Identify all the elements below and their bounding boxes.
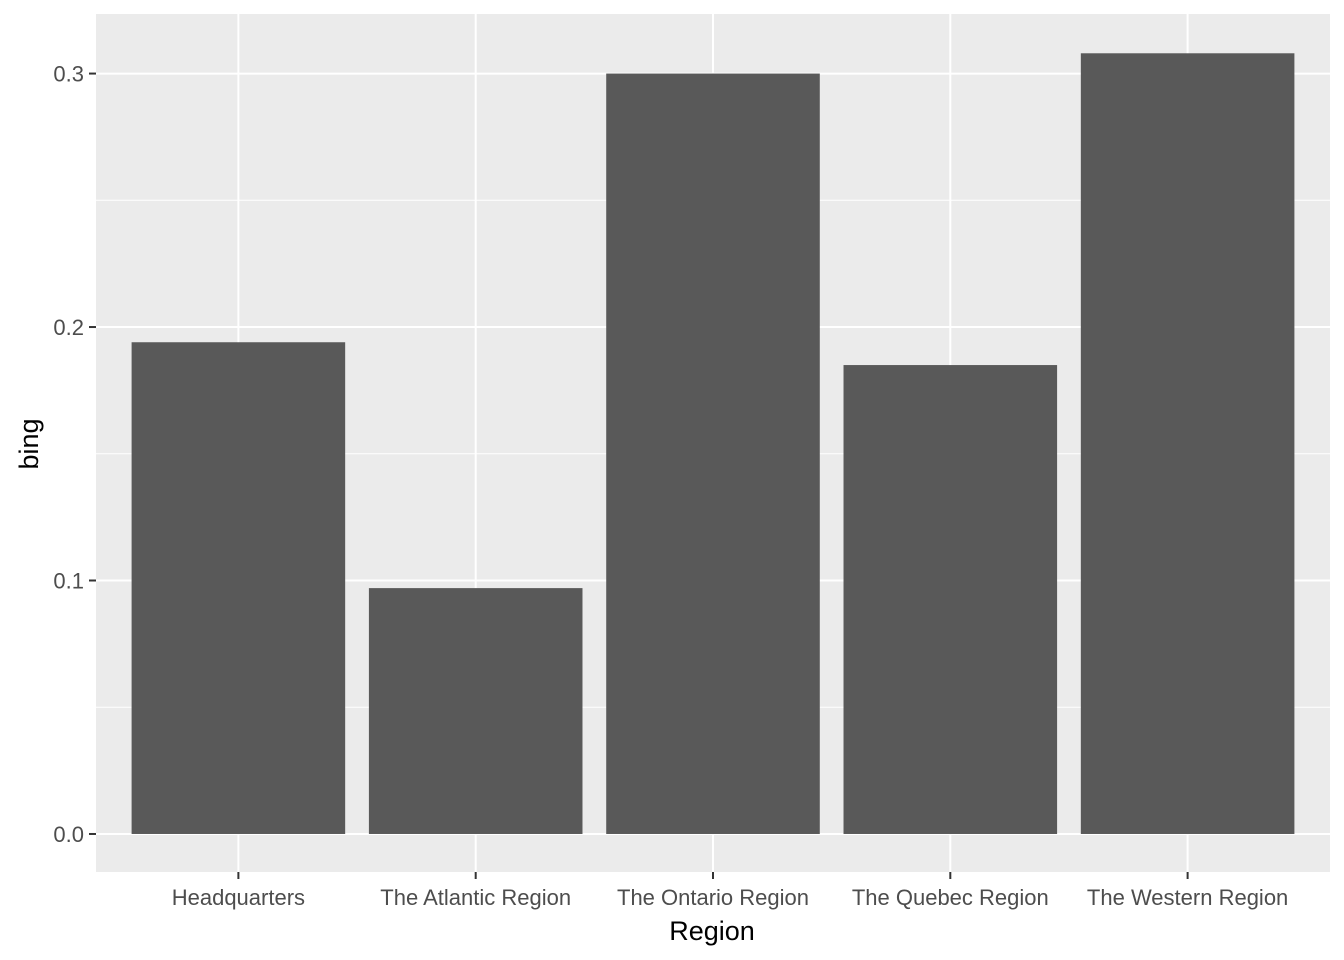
y-tick-label: 0.3 [53, 62, 84, 87]
bars [131, 53, 1295, 834]
x-axis-ticks: Headquarters The Atlantic Region The Ontar… [172, 872, 1288, 910]
x-tick-label: The Ontario Region [617, 885, 809, 910]
y-axis-ticks: 0.0 0.1 0.2 0.3 [53, 62, 96, 847]
bar [843, 365, 1058, 834]
x-axis-title: Region [669, 916, 755, 946]
bar [1080, 53, 1295, 834]
y-tick-label: 0.2 [53, 315, 84, 340]
bar [131, 342, 346, 834]
x-tick-label: The Atlantic Region [380, 885, 571, 910]
bar [606, 73, 820, 834]
y-tick-label: 0.0 [53, 822, 84, 847]
x-tick-label: The Quebec Region [852, 885, 1049, 910]
x-tick-label: The Western Region [1087, 885, 1288, 910]
y-axis-title: bing [14, 418, 44, 469]
y-tick-label: 0.1 [53, 569, 84, 594]
x-tick-label: Headquarters [172, 885, 305, 910]
bar [368, 588, 583, 834]
